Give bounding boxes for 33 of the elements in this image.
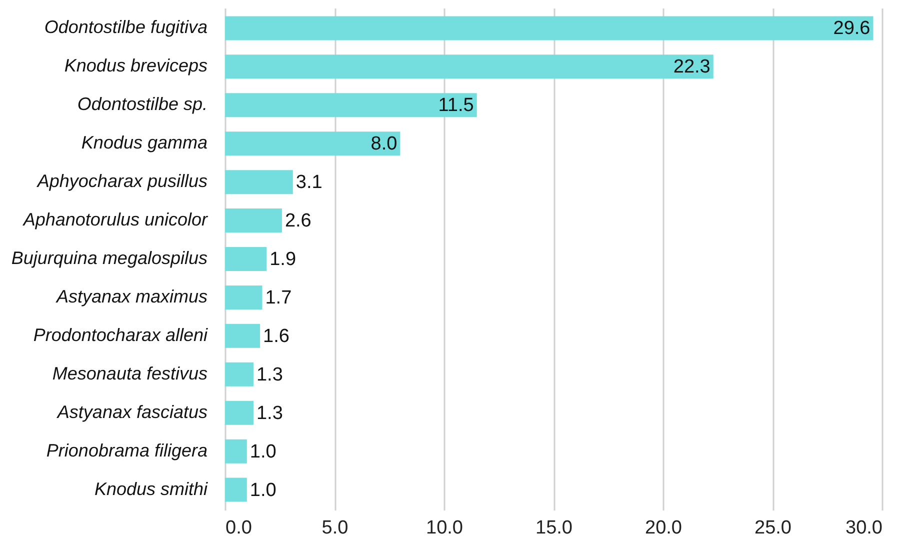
data-label: 1.3 [256, 364, 283, 386]
x-tick-label: 5.0 [322, 518, 348, 538]
x-tick-label: 25.0 [754, 518, 792, 538]
data-label: 1.0 [250, 480, 276, 501]
y-tick-label: Knodus gamma [81, 132, 208, 153]
data-label: 1.9 [270, 249, 296, 270]
data-label: 8.0 [370, 134, 398, 155]
x-tick-label: 10.0 [426, 518, 463, 538]
data-label: 1.3 [256, 402, 283, 424]
x-tick-label: 0.0 [226, 518, 252, 538]
y-tick-label: Astyanax maximus [55, 286, 208, 306]
data-label: 11.5 [438, 95, 474, 116]
y-tick-label: Odontostilbe sp. [77, 94, 208, 114]
y-tick-label: Aphanotorulus unicolor [22, 210, 209, 230]
y-tick-label: Bujurquina megalospilus [11, 248, 208, 268]
y-tick-label: Prodontocharax alleni [33, 324, 208, 345]
x-tick-label: 15.0 [536, 518, 572, 538]
data-label: 22.3 [673, 56, 710, 78]
data-label: 3.1 [296, 172, 322, 194]
y-tick-label: Mesonauta festivus [52, 363, 208, 384]
y-tick-label: Prionobrama filigera [46, 440, 208, 460]
x-tick-label: 20.0 [645, 518, 682, 538]
y-tick-label: Knodus smithi [94, 478, 208, 499]
x-tick-label: 30.0 [846, 518, 882, 538]
y-tick-label: Aphyocharax pusillus [36, 171, 208, 192]
y-tick-label: Astyanax fasciatus [56, 402, 208, 422]
y-tick-label: Odontostilbe fugitiva [44, 17, 208, 38]
data-label: 2.6 [284, 210, 312, 232]
data-label: 1.0 [250, 441, 276, 462]
data-label: 1.7 [265, 287, 292, 308]
data-label: 1.6 [263, 326, 290, 347]
data-label: 29.6 [833, 18, 870, 40]
y-tick-label: Knodus breviceps [64, 56, 208, 76]
